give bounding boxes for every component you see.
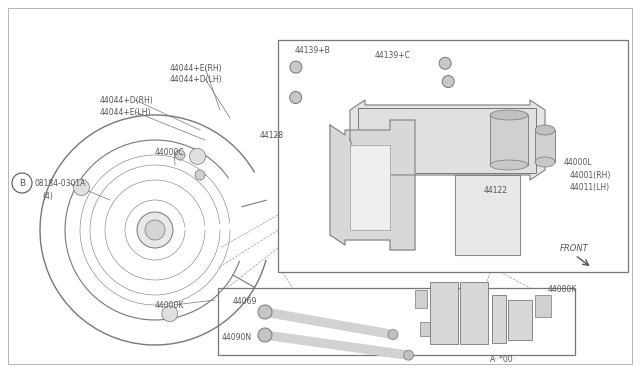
Bar [490,115,528,165]
Text: FRONT: FRONT [560,244,589,253]
Ellipse shape [535,157,555,167]
Text: A··*00·: A··*00· [490,356,516,365]
Bar [415,290,427,308]
Text: 44069: 44069 [233,298,257,307]
Ellipse shape [290,92,301,103]
Polygon shape [350,145,390,230]
Ellipse shape [490,110,528,120]
Bar [430,282,458,344]
Polygon shape [350,100,545,180]
Bar [535,295,551,317]
Polygon shape [264,331,409,359]
Circle shape [175,150,185,160]
Text: 44044+D(LH): 44044+D(LH) [170,74,223,83]
Text: B: B [19,179,25,187]
Bar [492,295,506,343]
Circle shape [162,306,178,322]
Text: 44000L: 44000L [564,157,593,167]
Text: 44080K: 44080K [548,285,577,295]
Polygon shape [264,308,394,339]
Ellipse shape [290,61,302,73]
Circle shape [189,148,205,164]
Ellipse shape [490,160,528,170]
Circle shape [74,180,90,196]
Bar [358,108,536,173]
Text: 44000C: 44000C [155,148,184,157]
Text: 44044+D(RH): 44044+D(RH) [100,96,154,105]
Text: (4): (4) [42,192,53,201]
Text: 44011(LH): 44011(LH) [570,183,610,192]
Text: 44139+B: 44139+B [295,45,331,55]
Ellipse shape [388,330,398,340]
Bar [460,282,488,344]
Bar [535,130,555,162]
Text: 44044+E(LH): 44044+E(LH) [100,108,152,116]
Bar [218,288,575,355]
Text: 44044+E(RH): 44044+E(RH) [170,64,223,73]
Circle shape [145,220,165,240]
Bar [278,40,628,272]
Text: 44128: 44128 [260,131,284,140]
Polygon shape [455,175,520,255]
Circle shape [12,173,32,193]
Text: 44139+C: 44139+C [375,51,411,60]
Text: 44122: 44122 [484,186,508,195]
Ellipse shape [439,57,451,69]
Text: 44000K: 44000K [155,301,184,310]
Ellipse shape [442,76,454,87]
Ellipse shape [535,125,555,135]
Text: 44090N: 44090N [222,334,252,343]
Ellipse shape [258,328,272,342]
Circle shape [137,212,173,248]
Text: 44001(RH): 44001(RH) [570,170,611,180]
Polygon shape [330,120,415,250]
Text: 08184-0301A: 08184-0301A [34,179,85,187]
Ellipse shape [404,350,413,360]
Circle shape [195,170,205,180]
Bar [508,300,532,340]
Bar [420,322,430,336]
Ellipse shape [258,305,272,319]
